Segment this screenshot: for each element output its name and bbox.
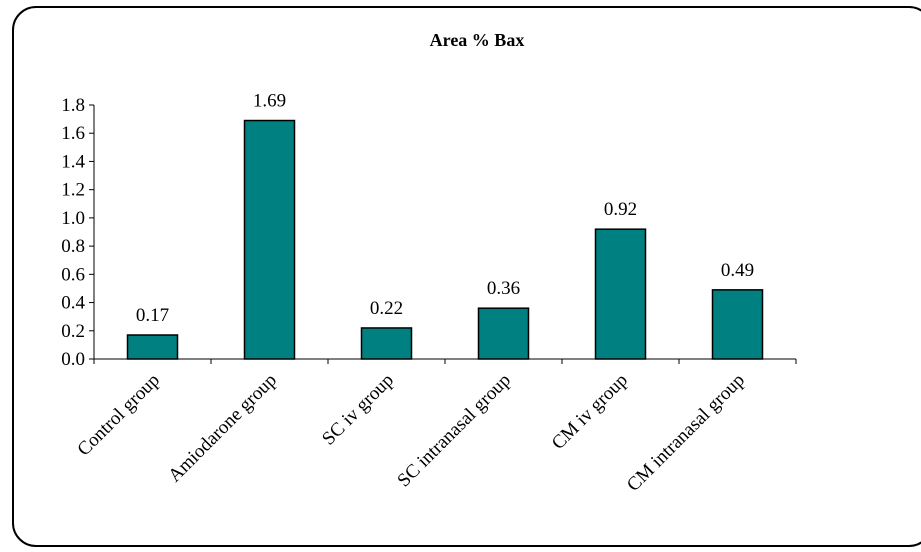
category-label: SC iv group	[318, 370, 398, 450]
y-tick-label: 1.4	[61, 151, 85, 172]
y-tick-label: 1.0	[61, 208, 85, 229]
y-tick-label: 1.6	[61, 123, 85, 144]
bar	[711, 289, 764, 360]
bar	[126, 334, 179, 360]
data-label: 1.69	[253, 91, 286, 112]
y-tick-label: 1.2	[61, 180, 85, 201]
category-label: SC intranasal group	[393, 370, 515, 492]
y-tick-label: 0.2	[61, 321, 85, 342]
bars	[126, 119, 764, 360]
bar	[594, 228, 647, 360]
chart-title: Area % Bax	[430, 30, 525, 50]
category-label: Amiodarone group	[164, 370, 281, 487]
value-labels: 0.17 1.69 0.22 0.36 0.92 0.49	[136, 91, 754, 326]
y-tick-label: 0.4	[61, 293, 85, 314]
bar	[360, 327, 413, 360]
data-label: 0.92	[604, 199, 637, 220]
category-label: CM iv group	[548, 370, 632, 454]
data-label: 0.17	[136, 305, 169, 326]
category-labels: Control group Amiodarone group SC iv group…	[73, 370, 749, 496]
chart-frame	[12, 6, 921, 547]
y-tick-label: 0.8	[61, 236, 85, 257]
category-label: Control group	[73, 370, 164, 461]
bar	[477, 307, 530, 360]
data-label: 0.49	[721, 260, 754, 281]
y-tick-label: 1.8	[61, 95, 85, 116]
bar	[243, 119, 296, 360]
x-axis-ticks	[93, 359, 797, 364]
data-label: 0.36	[487, 278, 520, 299]
y-axis-ticks: 0.0 0.2 0.4 0.6 0.8 1.0 1.2 1.4 1.6 1.8	[61, 95, 94, 370]
y-tick-label: 0.0	[61, 349, 85, 370]
data-label: 0.22	[370, 298, 403, 319]
category-label: CM intranasal group	[623, 370, 749, 496]
y-tick-label: 0.6	[61, 264, 85, 285]
